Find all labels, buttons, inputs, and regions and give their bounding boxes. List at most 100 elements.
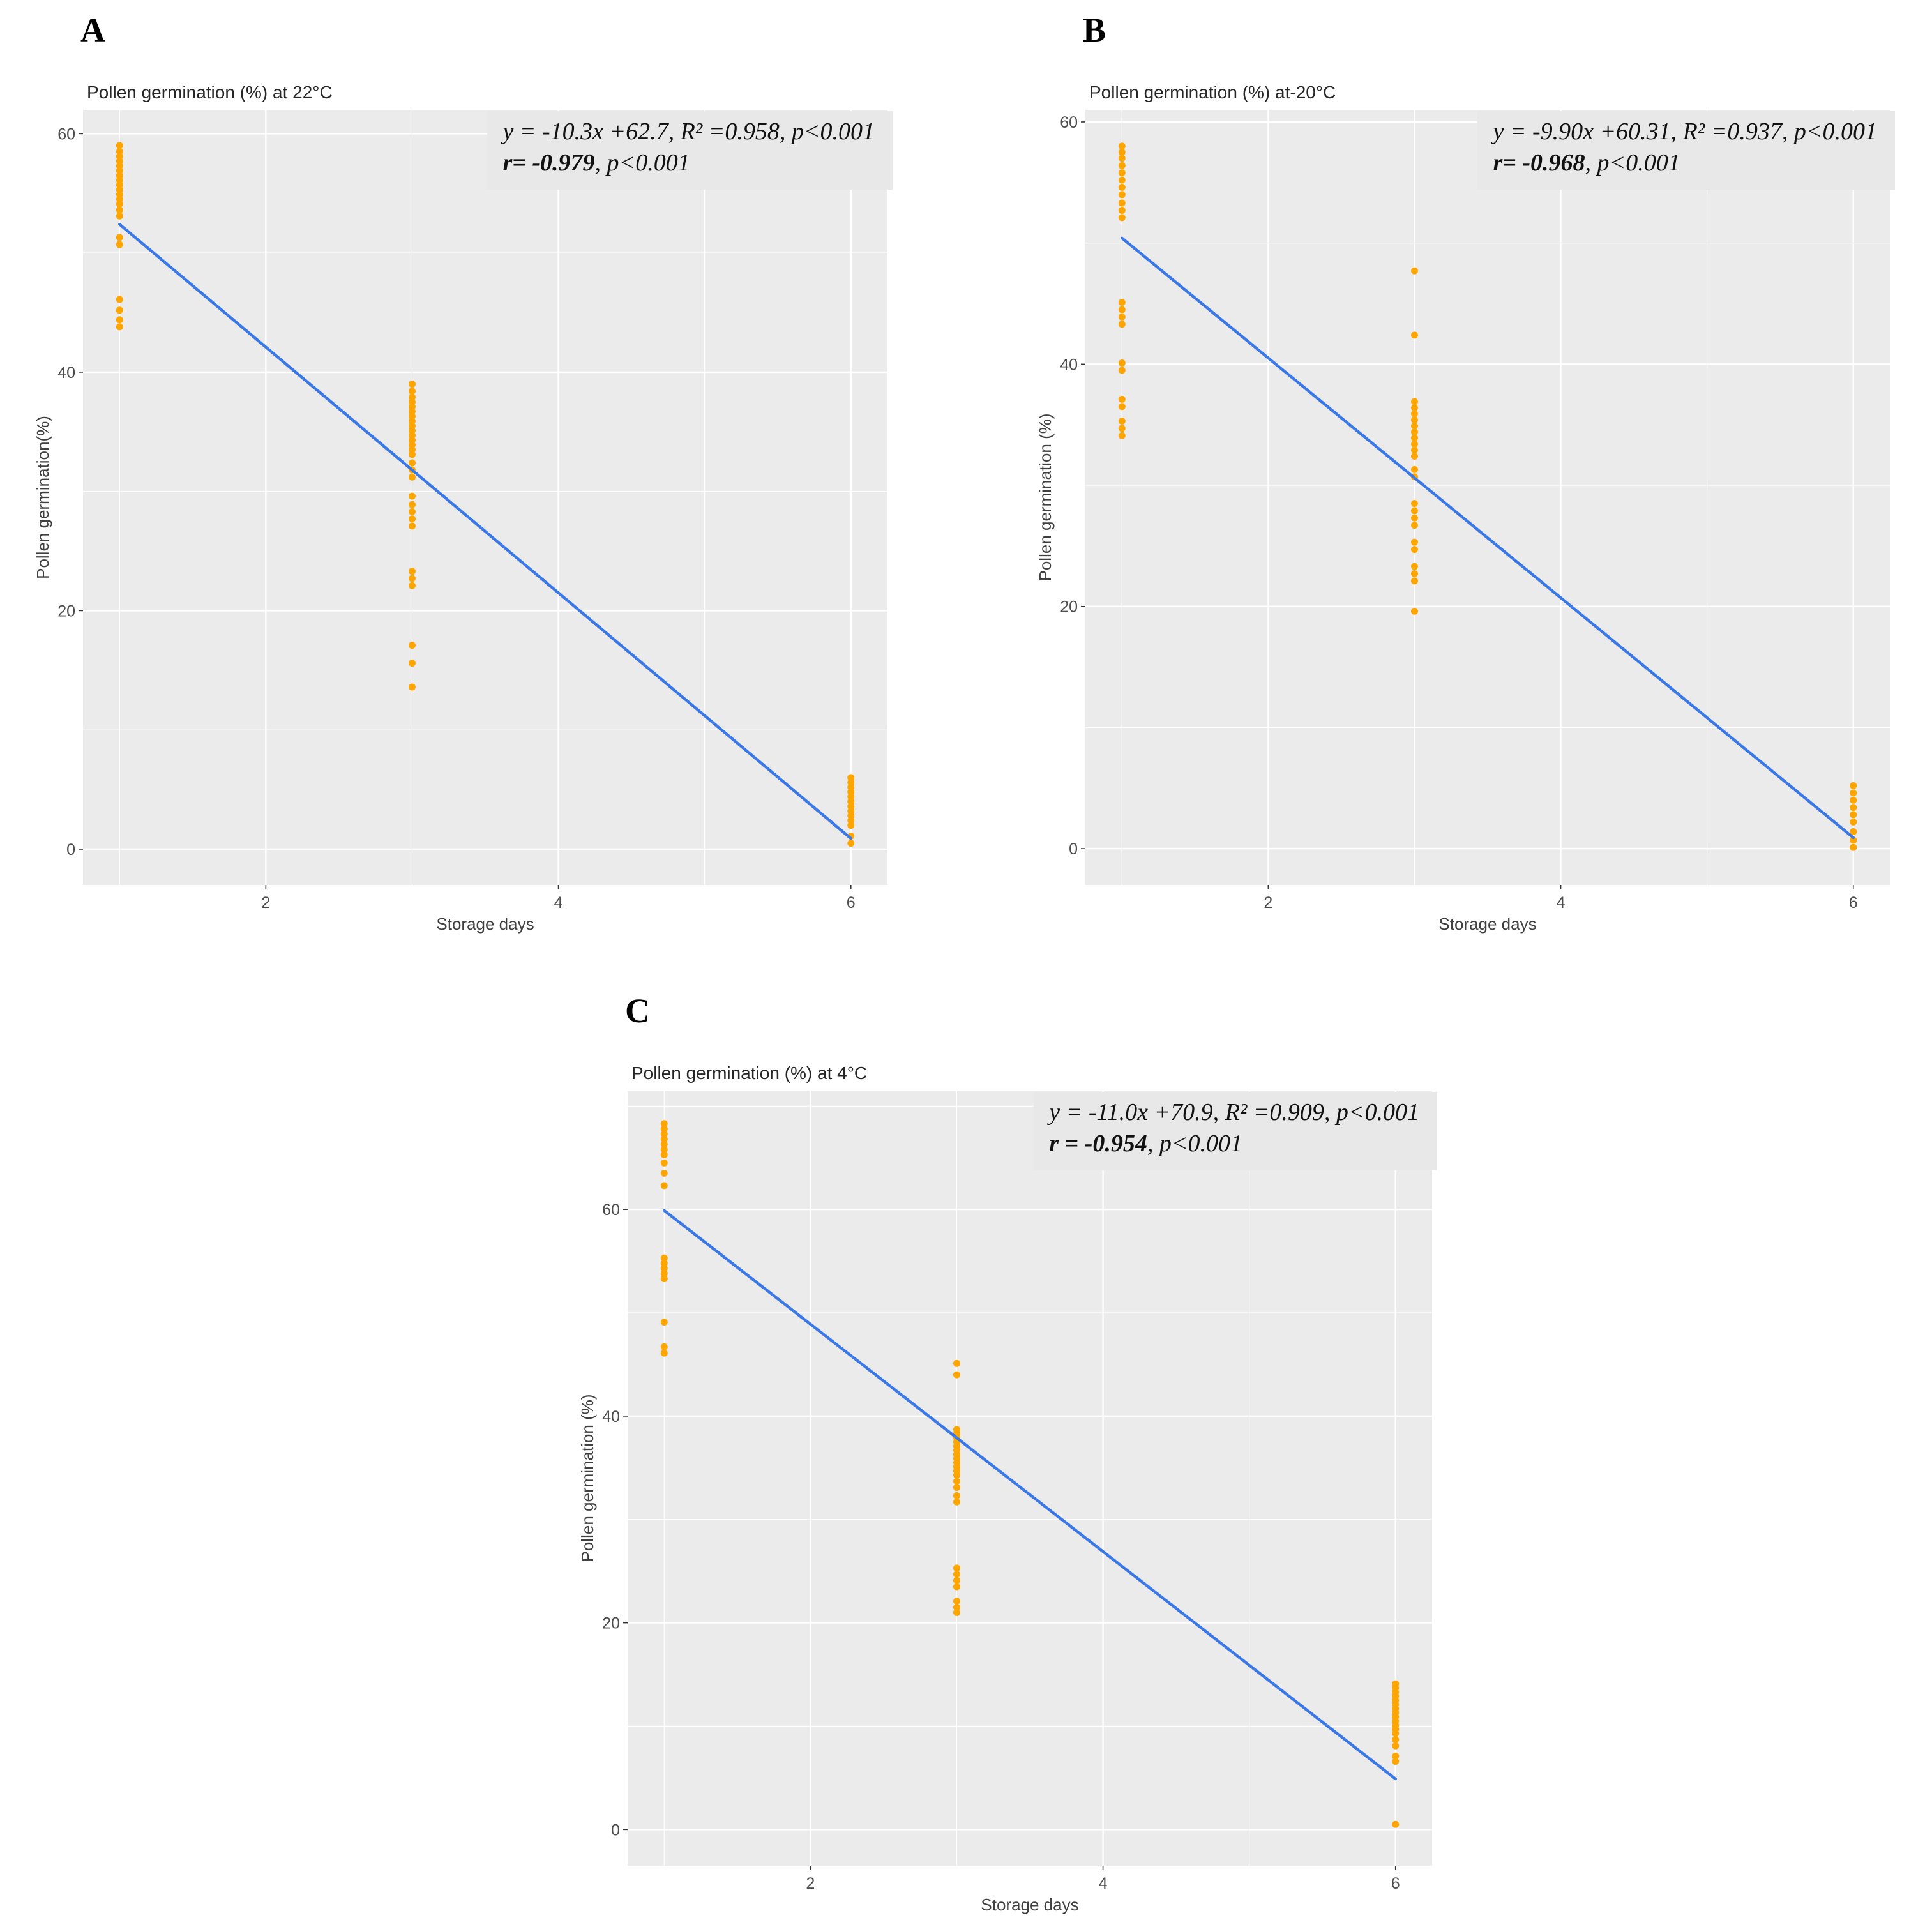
scatter-points bbox=[116, 142, 855, 847]
y-tick-label: 20 bbox=[1060, 598, 1078, 616]
data-point bbox=[953, 1484, 960, 1492]
data-point bbox=[408, 381, 416, 388]
data-point bbox=[116, 323, 123, 331]
x-tick-label: 6 bbox=[1391, 1875, 1400, 1893]
data-point bbox=[1118, 148, 1126, 156]
data-point bbox=[1410, 577, 1418, 585]
data-point bbox=[1410, 416, 1418, 424]
correlation-line-minus20c: r= -0.968, p<0.001 bbox=[1493, 147, 1877, 179]
data-point bbox=[1410, 410, 1418, 418]
regression-line bbox=[1121, 236, 1855, 840]
data-point bbox=[660, 1125, 668, 1133]
plot-canvas-minus20c: 2 4 6 0 20 40 60 Pollen germination (%) at-20°C… bbox=[1036, 80, 1898, 939]
x-tick-label: 4 bbox=[554, 894, 563, 912]
data-point bbox=[1410, 546, 1418, 554]
data-point bbox=[1410, 434, 1418, 442]
chart-title: Pollen germination (%) at 22°C bbox=[87, 82, 333, 102]
regression-line bbox=[118, 223, 852, 840]
data-point bbox=[116, 316, 123, 324]
data-point bbox=[1850, 782, 1857, 789]
data-point bbox=[660, 1182, 668, 1190]
data-point bbox=[660, 1319, 668, 1326]
data-point bbox=[660, 1343, 668, 1350]
data-point bbox=[1118, 321, 1126, 328]
data-point bbox=[953, 1608, 960, 1616]
data-point bbox=[1410, 398, 1418, 405]
y-tick-label: 40 bbox=[1060, 356, 1078, 374]
data-point bbox=[1118, 169, 1126, 177]
correlation-line-4c: r = -0.954, p<0.001 bbox=[1049, 1128, 1419, 1160]
data-point bbox=[1410, 331, 1418, 339]
data-point bbox=[116, 234, 123, 241]
x-tick-label: 6 bbox=[1849, 894, 1858, 912]
y-tick-label: 20 bbox=[602, 1615, 620, 1633]
panel-background bbox=[628, 1091, 1432, 1866]
data-point bbox=[1850, 843, 1857, 851]
data-point bbox=[953, 1492, 960, 1500]
data-point bbox=[1392, 1758, 1400, 1765]
correlation-line-22c: r= -0.979, p<0.001 bbox=[502, 147, 875, 179]
panel-C: C 2 4 6 0 20 40 60 Pollen germination (%) at 4°… bbox=[578, 988, 1440, 1917]
data-point bbox=[1392, 1736, 1400, 1744]
regression-line bbox=[663, 1209, 1397, 1781]
data-point bbox=[408, 660, 416, 667]
data-point bbox=[408, 642, 416, 649]
y-tick-label: 0 bbox=[611, 1821, 620, 1839]
data-point bbox=[1410, 563, 1418, 570]
y-axis-title: Pollen germination (%) bbox=[578, 1394, 597, 1562]
data-point bbox=[116, 206, 123, 214]
data-point bbox=[408, 522, 416, 530]
correlation-value-22c: r= -0.979 bbox=[502, 149, 595, 177]
x-axis-title: Storage days bbox=[981, 1895, 1078, 1914]
chart-22c: 2 4 6 0 20 40 60 Pollen germination (%) at 22°C… bbox=[33, 80, 895, 936]
y-tick-label: 60 bbox=[602, 1201, 620, 1219]
data-point bbox=[953, 1498, 960, 1506]
correlation-pvalue-minus20c: , p<0.001 bbox=[1585, 149, 1680, 177]
y-tick-label: 60 bbox=[1060, 114, 1078, 132]
data-point bbox=[847, 822, 855, 829]
data-point bbox=[408, 388, 416, 395]
scatter-points bbox=[660, 1120, 1400, 1828]
data-point bbox=[1410, 514, 1418, 522]
data-point bbox=[953, 1564, 960, 1572]
panel-letter-A: A bbox=[80, 11, 105, 49]
data-point bbox=[1118, 191, 1126, 199]
data-point bbox=[660, 1135, 668, 1143]
data-point bbox=[1410, 453, 1418, 460]
data-point bbox=[1392, 1752, 1400, 1760]
data-point bbox=[660, 1264, 668, 1272]
y-tick-label: 20 bbox=[57, 602, 75, 620]
x-tick-label: 2 bbox=[1264, 894, 1272, 912]
panel-B: B 2 4 6 0 20 40 60 Pollen germination (%) at-20… bbox=[1036, 8, 1898, 936]
panel-background bbox=[1085, 110, 1890, 885]
data-point bbox=[1392, 1820, 1400, 1828]
data-point bbox=[116, 241, 123, 248]
data-point bbox=[1118, 162, 1126, 169]
data-point bbox=[1392, 1730, 1400, 1737]
data-point bbox=[1850, 811, 1857, 819]
data-point bbox=[408, 575, 416, 582]
data-point bbox=[1118, 199, 1126, 207]
data-point bbox=[660, 1169, 668, 1177]
data-point bbox=[408, 459, 416, 467]
data-point bbox=[408, 683, 416, 691]
data-point bbox=[1118, 403, 1126, 411]
data-point bbox=[1410, 570, 1418, 578]
data-point bbox=[1410, 499, 1418, 507]
data-point bbox=[1410, 428, 1418, 436]
data-point bbox=[408, 515, 416, 523]
data-point bbox=[660, 1275, 668, 1283]
data-point bbox=[1410, 507, 1418, 515]
y-tick-label: 40 bbox=[57, 364, 75, 382]
data-point bbox=[1410, 538, 1418, 546]
data-point bbox=[953, 1471, 960, 1479]
data-point bbox=[953, 1583, 960, 1591]
y-tick-label: 40 bbox=[602, 1408, 620, 1426]
y-axis-title: Pollen germination(%) bbox=[33, 416, 52, 579]
data-point bbox=[408, 501, 416, 508]
data-point bbox=[1850, 836, 1857, 844]
data-point bbox=[1118, 313, 1126, 321]
data-point bbox=[408, 508, 416, 515]
